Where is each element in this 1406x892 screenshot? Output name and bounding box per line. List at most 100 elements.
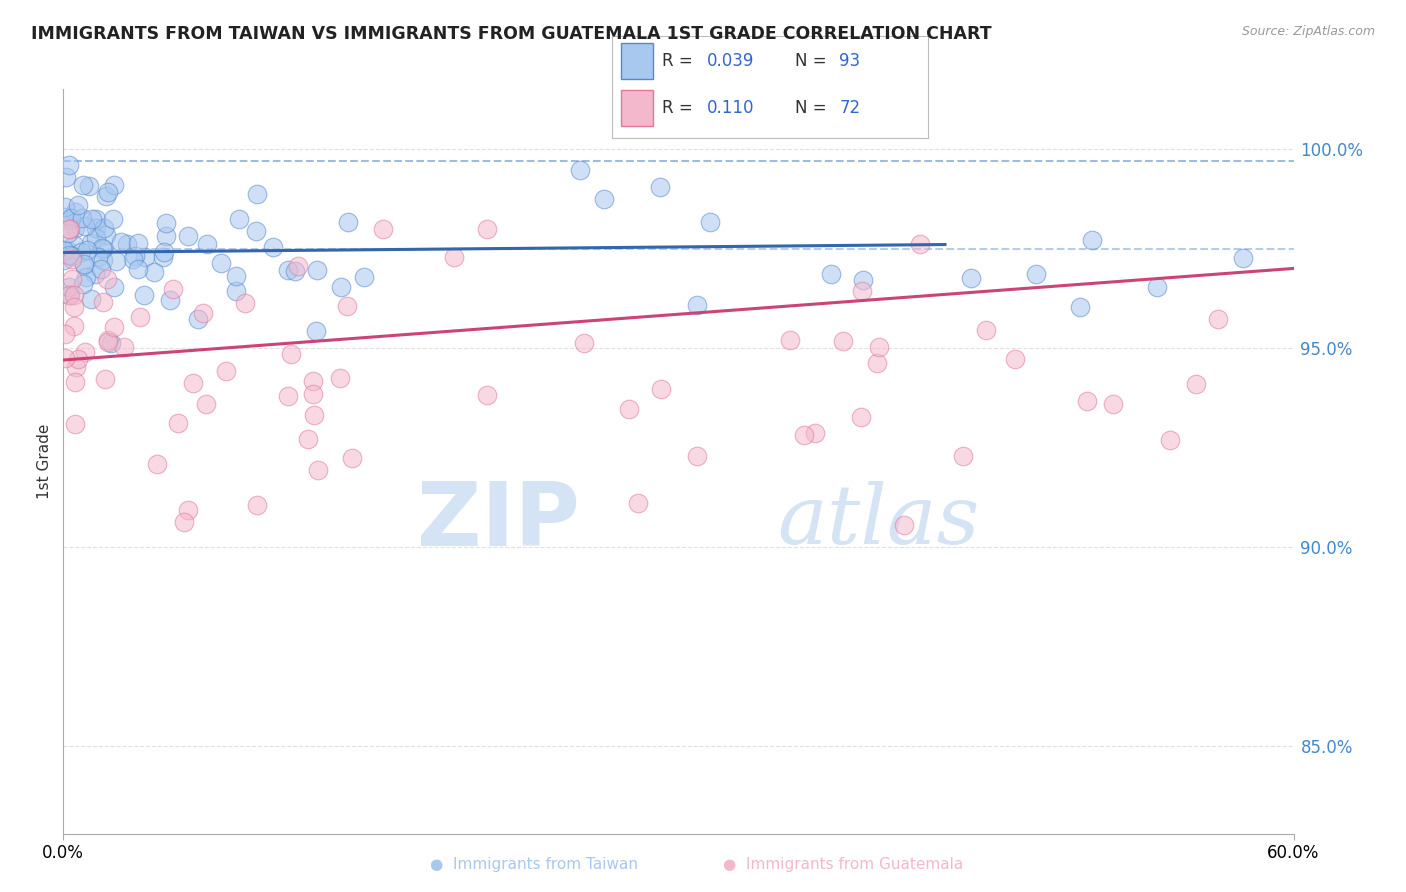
Point [96, 272, 118, 286]
Point [59, 211, 82, 225]
Text: N =: N = [796, 52, 832, 70]
Point [134, 288, 156, 302]
Point [84, 211, 107, 226]
Point [97, 186, 120, 200]
Point [280, 347, 302, 361]
Point [110, 235, 132, 249]
Point [1004, 351, 1026, 366]
Point [307, 463, 329, 477]
Point [686, 449, 709, 463]
Point [97, 333, 120, 347]
Point [1069, 300, 1091, 314]
Point [58, 221, 80, 235]
Point [103, 178, 125, 192]
Point [127, 236, 149, 251]
Point [194, 397, 217, 411]
Point [58, 213, 80, 227]
Point [1232, 251, 1254, 265]
Point [187, 311, 209, 326]
Bar [621, 90, 652, 126]
Point [52, 253, 75, 268]
Point [121, 252, 143, 266]
Point [225, 284, 247, 298]
Point [63, 288, 86, 302]
Point [103, 320, 125, 334]
Point [93, 221, 115, 235]
Point [59, 221, 82, 235]
Point [181, 376, 204, 391]
Point [70, 245, 93, 260]
Point [115, 236, 138, 251]
Point [134, 250, 156, 264]
Point [62, 249, 84, 263]
Point [65, 204, 87, 219]
Point [302, 374, 325, 388]
Text: N =: N = [796, 99, 832, 117]
Point [617, 402, 640, 417]
Point [72, 178, 94, 193]
Point [59, 287, 82, 301]
Point [65, 417, 87, 432]
Point [650, 383, 672, 397]
Point [124, 249, 146, 263]
Point [103, 280, 125, 294]
Point [53, 327, 76, 342]
Point [342, 451, 364, 466]
Point [166, 417, 188, 431]
Point [76, 243, 98, 257]
Point [60, 252, 83, 266]
Text: R =: R = [662, 99, 703, 117]
Point [574, 335, 596, 350]
Point [153, 245, 176, 260]
Point [832, 334, 855, 349]
Point [974, 323, 997, 337]
Point [53, 243, 76, 257]
Text: R =: R = [662, 52, 699, 70]
Point [82, 211, 104, 226]
Point [477, 221, 499, 235]
Point [58, 288, 80, 302]
Text: 0.039: 0.039 [707, 52, 754, 70]
Point [868, 340, 890, 354]
Point [245, 223, 267, 237]
Point [94, 371, 117, 385]
Point [63, 375, 86, 389]
Point [686, 298, 709, 312]
Point [1185, 376, 1208, 391]
Point [53, 210, 76, 224]
Point [162, 282, 184, 296]
Point [100, 336, 122, 351]
Point [337, 214, 360, 228]
Point [852, 273, 875, 287]
Point [304, 324, 326, 338]
Point [84, 221, 107, 235]
Point [53, 200, 76, 214]
Point [66, 198, 89, 212]
Point [277, 389, 299, 403]
Point [191, 306, 214, 320]
Point [84, 230, 107, 244]
Point [63, 238, 86, 252]
Point [75, 270, 97, 285]
Point [91, 241, 114, 255]
Point [215, 364, 238, 378]
Point [155, 216, 177, 230]
Point [73, 219, 96, 233]
Point [592, 192, 614, 206]
Point [648, 180, 671, 194]
Point [55, 243, 77, 257]
Point [70, 211, 93, 225]
Point [152, 250, 174, 264]
Point [233, 295, 256, 310]
Point [1025, 267, 1047, 281]
Text: ●  Immigrants from Guatemala: ● Immigrants from Guatemala [724, 857, 963, 872]
Point [93, 294, 115, 309]
Point [63, 220, 86, 235]
Point [353, 269, 375, 284]
Point [246, 187, 269, 202]
Point [803, 426, 825, 441]
Point [1146, 279, 1168, 293]
Point [129, 310, 152, 324]
Point [952, 449, 974, 463]
Point [77, 179, 100, 194]
